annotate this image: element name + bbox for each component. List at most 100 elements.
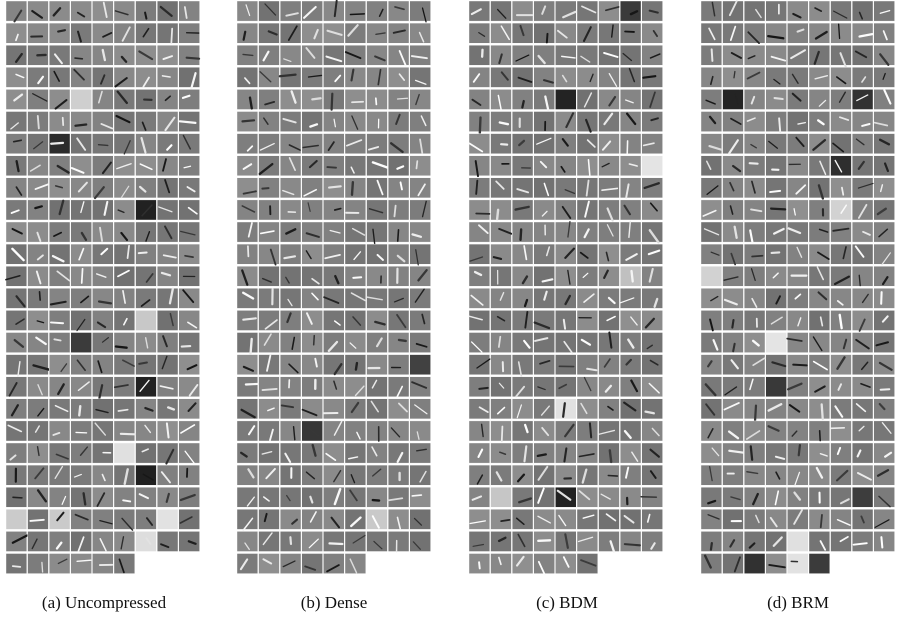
filter-tile [92, 509, 113, 529]
filter-tile [410, 333, 431, 353]
filter-stroke [538, 454, 546, 455]
filter-stroke [243, 54, 253, 55]
filter-tile [136, 288, 157, 308]
filter-tile [787, 178, 808, 198]
filter-tile [28, 1, 49, 21]
filter-stroke [13, 497, 22, 498]
filter-tile [555, 156, 576, 176]
filter-tile [642, 23, 663, 43]
filter-tile [367, 222, 388, 242]
filter-stroke [771, 209, 785, 210]
filter-tile [831, 465, 852, 485]
filter-stroke [352, 182, 353, 195]
filter-stroke [646, 412, 654, 414]
filter-stroke [479, 562, 480, 568]
filter-tile [599, 1, 620, 21]
filter-tile [92, 310, 113, 330]
filter-tile [512, 377, 533, 397]
filter-tile [49, 443, 70, 463]
filter-tile [280, 244, 301, 264]
filter-stroke [79, 406, 80, 415]
filter-tile [512, 355, 533, 375]
filter-tile [852, 67, 873, 87]
filter-tile [831, 156, 852, 176]
filter-tile [766, 112, 787, 132]
filter-tile [49, 421, 70, 441]
filter-tile [114, 112, 135, 132]
filter-tile [237, 288, 258, 308]
filter-stroke [564, 320, 565, 329]
filter-tile [302, 222, 323, 242]
filter-tile [766, 443, 787, 463]
filter-tile [302, 288, 323, 308]
filter-tile [491, 200, 512, 220]
filter-tile [599, 266, 620, 286]
filter-tile [157, 509, 178, 529]
filter-tile [259, 1, 280, 21]
filter-tile [491, 67, 512, 87]
filter-tile [620, 443, 641, 463]
filter-tile [157, 465, 178, 485]
filter-tile [71, 421, 92, 441]
filter-stroke [625, 544, 640, 545]
filter-tile [28, 288, 49, 308]
filter-tile [259, 89, 280, 109]
filter-tile [469, 156, 490, 176]
filter-tile [512, 156, 533, 176]
filter-tile [237, 23, 258, 43]
filter-tile [555, 1, 576, 21]
filter-tile [469, 310, 490, 330]
filter-tile [136, 200, 157, 220]
filter-tile [71, 45, 92, 65]
filter-tile [136, 310, 157, 330]
filter-tile [766, 554, 787, 574]
filter-tile [367, 200, 388, 220]
filter-tile [237, 377, 258, 397]
filter-tile [92, 134, 113, 154]
filter-tile [577, 421, 598, 441]
filter-tile [874, 288, 895, 308]
filter-tile [555, 23, 576, 43]
filter-tile [28, 134, 49, 154]
filter-tile [534, 377, 555, 397]
filter-tile [512, 67, 533, 87]
filter-tile [534, 112, 555, 132]
filter-tile [323, 266, 344, 286]
filter-tile [534, 465, 555, 485]
filter-stroke [116, 347, 127, 348]
filter-tile [744, 509, 765, 529]
filter-tile [744, 554, 765, 574]
filter-tile [787, 67, 808, 87]
filter-stroke [327, 167, 336, 168]
filter-tile [237, 89, 258, 109]
filter-tile [136, 421, 157, 441]
filter-tile [852, 443, 873, 463]
filter-stroke [312, 98, 320, 99]
filter-stroke [352, 102, 363, 103]
filter-tile [49, 509, 70, 529]
filter-tile [237, 1, 258, 21]
filter-tile [71, 288, 92, 308]
filter-tile [620, 45, 641, 65]
filter-tile [512, 222, 533, 242]
filter-tile [744, 156, 765, 176]
filter-tile [92, 1, 113, 21]
filter-tile [92, 531, 113, 551]
filter-tile [701, 288, 722, 308]
filter-stroke [329, 186, 341, 187]
filter-tile [852, 310, 873, 330]
filter-stroke [82, 269, 83, 283]
filter-tile [469, 421, 490, 441]
filter-tile [323, 244, 344, 264]
filter-tile [345, 355, 366, 375]
filter-tile [302, 23, 323, 43]
filter-stroke [608, 475, 617, 476]
filter-stroke [590, 423, 591, 437]
filter-stroke [793, 365, 806, 366]
filter-tile [114, 531, 135, 551]
filter-tile [599, 222, 620, 242]
filter-tile [491, 465, 512, 485]
filter-tile [345, 421, 366, 441]
filter-tile [766, 421, 787, 441]
filter-tile [512, 112, 533, 132]
